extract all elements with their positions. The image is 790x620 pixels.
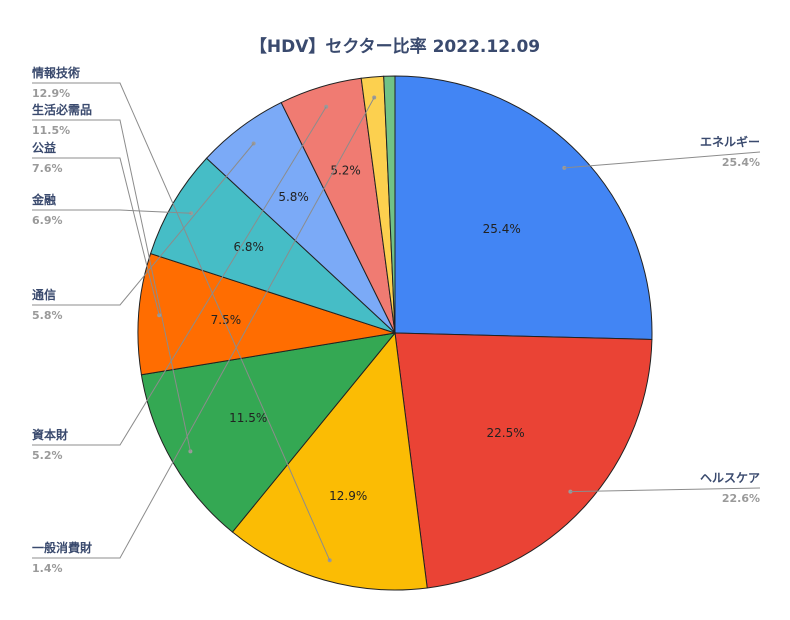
leader-line: [570, 487, 761, 493]
category-label: 生活必需品: [32, 102, 92, 117]
category-percent: 5.8%: [32, 309, 63, 322]
category-label: エネルギー: [700, 134, 760, 149]
leader-line: [32, 82, 331, 561]
slice-value-label: 11.5%: [229, 411, 267, 425]
category-percent: 6.9%: [32, 214, 63, 227]
pie-slice: [394, 75, 653, 340]
slice-labels-layer: 25.4% 22.5% 12.9% 11.5% 7.5% 6.8% 5.8% 5.2%: [211, 164, 525, 503]
slices-layer: [137, 75, 653, 591]
slice-value-label: 7.5%: [211, 313, 242, 327]
slice-value-label: 5.8%: [278, 190, 309, 204]
leader-line: [32, 209, 192, 214]
leader-line: [32, 119, 191, 452]
leader-line: [564, 151, 761, 169]
category-percent: 25.4%: [722, 156, 760, 169]
category-label: 金融: [31, 192, 56, 207]
callouts-layer: エネルギー 25.4% ヘルスケア 22.6% 情報技術 12.9% 生活必需品 11.5% 公…: [31, 65, 761, 575]
category-label: 一般消費財: [32, 540, 92, 555]
leader-line: [32, 143, 254, 306]
category-percent: 7.6%: [32, 162, 63, 175]
category-label: 情報技術: [32, 65, 80, 80]
category-percent: 22.6%: [722, 492, 760, 505]
slice-value-label: 12.9%: [329, 489, 367, 503]
pie-slice: [383, 75, 396, 334]
category-percent: 5.2%: [32, 449, 63, 462]
leader-line: [32, 97, 375, 559]
category-label: ヘルスケア: [700, 471, 760, 485]
category-percent: 1.4%: [32, 562, 63, 575]
category-percent: 12.9%: [32, 87, 70, 100]
slice-value-label: 22.5%: [487, 426, 525, 440]
category-label: 通信: [32, 287, 56, 302]
pie-slice: [149, 157, 396, 334]
slice-value-label: 6.8%: [233, 240, 264, 254]
leader-line: [32, 106, 327, 446]
slice-value-label: 25.4%: [483, 222, 521, 236]
leader-line: [32, 157, 160, 316]
pie-slice: [394, 332, 653, 589]
category-label: 公益: [32, 140, 56, 155]
category-label: 資本財: [32, 427, 68, 442]
chart-title: 【HDV】セクター比率 2022.12.09: [250, 36, 540, 57]
category-percent: 11.5%: [32, 124, 70, 137]
pie-slice: [231, 331, 428, 591]
pie-slice: [140, 332, 397, 533]
slice-value-label: 5.2%: [330, 164, 361, 178]
